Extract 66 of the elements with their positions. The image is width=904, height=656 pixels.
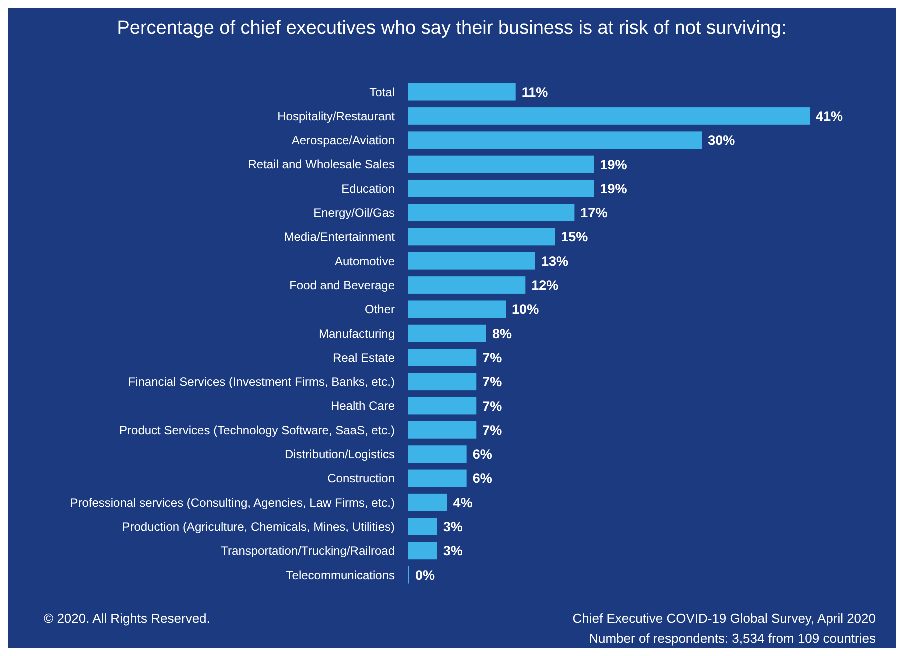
bar <box>408 518 438 536</box>
data-label: 15% <box>561 230 588 245</box>
y-tick-label: Construction <box>328 472 395 486</box>
bar <box>408 542 438 560</box>
bar <box>408 446 467 464</box>
bar <box>408 349 477 366</box>
chart-title: Percentage of chief executives who say their business is at risk of not surviving: <box>117 18 787 39</box>
data-label: 13% <box>541 254 568 269</box>
y-tick-label: Aerospace/Aviation <box>292 134 395 148</box>
y-tick-label: Real Estate <box>332 350 396 365</box>
bar <box>408 300 506 318</box>
bar <box>408 108 810 125</box>
bar <box>408 276 526 294</box>
y-tick-label: Other <box>364 302 395 317</box>
y-tick-label: Financial Services (Investment Firms, Banks, etc.) <box>128 375 395 390</box>
y-tick-label: Hospitality/Restaurant <box>278 109 396 124</box>
data-label: 12% <box>532 278 559 293</box>
y-tick-label: Professional services (Consulting, Agencies, Law Firms, etc.) <box>70 496 395 510</box>
data-label: 17% <box>580 206 608 221</box>
bar <box>408 156 594 174</box>
y-tick-label: Retail and Wholesale Sales <box>248 158 395 172</box>
bar <box>408 397 477 415</box>
data-label: 30% <box>708 133 736 148</box>
data-label: 6% <box>472 471 492 486</box>
y-tick-label: Total <box>370 85 395 100</box>
data-label: 6% <box>472 447 492 462</box>
data-label: 41% <box>816 108 844 124</box>
y-tick-label: Product Services (Technology Software, SaaS, etc.) <box>120 423 395 438</box>
text: © 2020. All Rights Reserved. <box>44 611 210 626</box>
data-label: 7% <box>482 350 502 366</box>
y-tick-label: Distribution/Logistics <box>284 448 395 462</box>
y-tick-label: Automotive <box>334 254 396 268</box>
data-label: 19% <box>600 157 628 172</box>
bar <box>408 494 448 512</box>
text: Number of respondents: 3,534 from 109 countries <box>589 631 876 646</box>
y-tick-label: Media/Entertainment <box>284 230 396 244</box>
y-tick-label: Education <box>342 182 395 196</box>
data-label: 3% <box>443 520 463 534</box>
data-label: 4% <box>453 495 473 510</box>
y-tick-label: Food and Beverage <box>290 278 396 292</box>
data-label: 3% <box>443 544 463 559</box>
bar <box>408 132 702 150</box>
bar <box>408 373 477 391</box>
bar <box>408 470 467 488</box>
bar <box>408 228 556 246</box>
bar <box>408 83 516 101</box>
y-tick-label: Manufacturing <box>318 326 395 341</box>
bar <box>408 324 486 342</box>
data-label: 7% <box>482 398 502 414</box>
bar <box>408 252 536 270</box>
y-tick-label: Production (Agriculture, Chemicals, Mines, Utilities) <box>122 520 395 534</box>
text: Chief Executive COVID-19 Global Survey, April 2020 <box>572 611 876 626</box>
y-tick-label: Health Care <box>330 399 396 414</box>
y-tick-label: Energy/Oil/Gas <box>314 206 395 220</box>
data-label: 7% <box>482 374 502 390</box>
y-tick-label: Telecommunications <box>286 568 395 582</box>
data-label: 0% <box>416 568 436 583</box>
bar <box>408 180 594 198</box>
data-label: 8% <box>492 326 512 342</box>
bar <box>408 204 575 222</box>
y-tick-label: Transportation/Trucking/Railroad <box>221 544 395 558</box>
bar <box>408 421 477 439</box>
data-label: 19% <box>600 181 628 196</box>
data-label: 11% <box>522 84 548 100</box>
data-label: 7% <box>482 422 502 438</box>
data-label: 10% <box>512 302 540 318</box>
